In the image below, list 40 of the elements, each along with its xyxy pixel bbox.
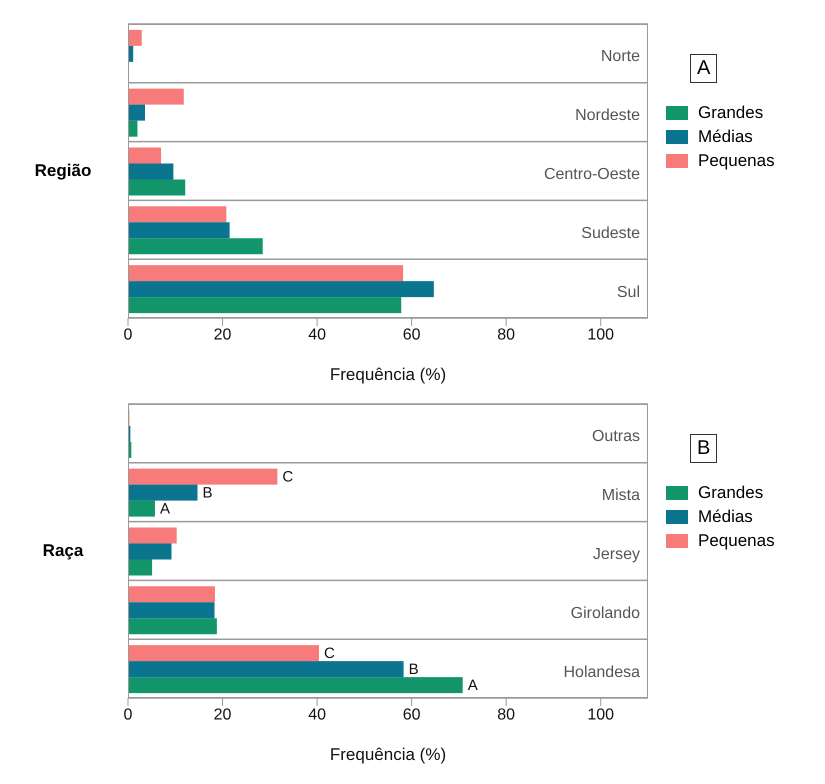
x-tick-label: 40 [308, 706, 326, 724]
x-tick-label: 60 [402, 706, 421, 724]
legend-label: Médias [698, 127, 753, 147]
x-tick-label: 0 [124, 326, 133, 344]
y-tick-label: Sudeste [581, 224, 640, 244]
y-tick-label: Mista [602, 486, 640, 506]
legend-label: Médias [698, 507, 753, 527]
text: A [690, 54, 718, 83]
y-axis-title: Raça [42, 541, 84, 561]
legend-label: Grandes [698, 483, 764, 503]
y-tick-label: Centro-Oeste [544, 165, 640, 185]
legend-label: Grandes [698, 103, 764, 123]
x-tick-label: 100 [587, 326, 614, 344]
text: B [690, 434, 718, 463]
y-tick-label: Outras [592, 427, 640, 448]
y-axis-title: Região [34, 161, 92, 181]
legend-label: Pequenas [698, 151, 775, 171]
data-label: A [468, 677, 478, 694]
data-label: B [202, 484, 213, 502]
data-label: C [282, 468, 294, 486]
data-label: A [160, 500, 170, 518]
x-tick-label: 20 [214, 326, 232, 344]
y-tick-label: Norte [600, 47, 640, 68]
x-tick-label: 20 [214, 706, 232, 724]
x-tick-label: 80 [497, 326, 516, 344]
x-axis-title: Frequência (%) [330, 365, 446, 384]
x-tick-label: 0 [124, 706, 133, 724]
data-label: C [324, 645, 335, 662]
x-tick-label: 60 [402, 326, 421, 344]
legend-label: Pequenas [698, 531, 775, 551]
x-axis-title: Frequência (%) [330, 745, 446, 764]
y-tick-label: Nordeste [575, 106, 640, 126]
x-tick-label: 100 [587, 706, 614, 724]
x-tick-label: 80 [497, 706, 516, 724]
x-tick-label: 40 [308, 326, 326, 344]
data-label: B [408, 661, 419, 678]
y-tick-label: Girolando [570, 604, 640, 624]
y-tick-label: Jersey [592, 545, 640, 565]
y-tick-label: Holandesa [564, 662, 640, 683]
y-tick-label: Sul [616, 282, 640, 303]
